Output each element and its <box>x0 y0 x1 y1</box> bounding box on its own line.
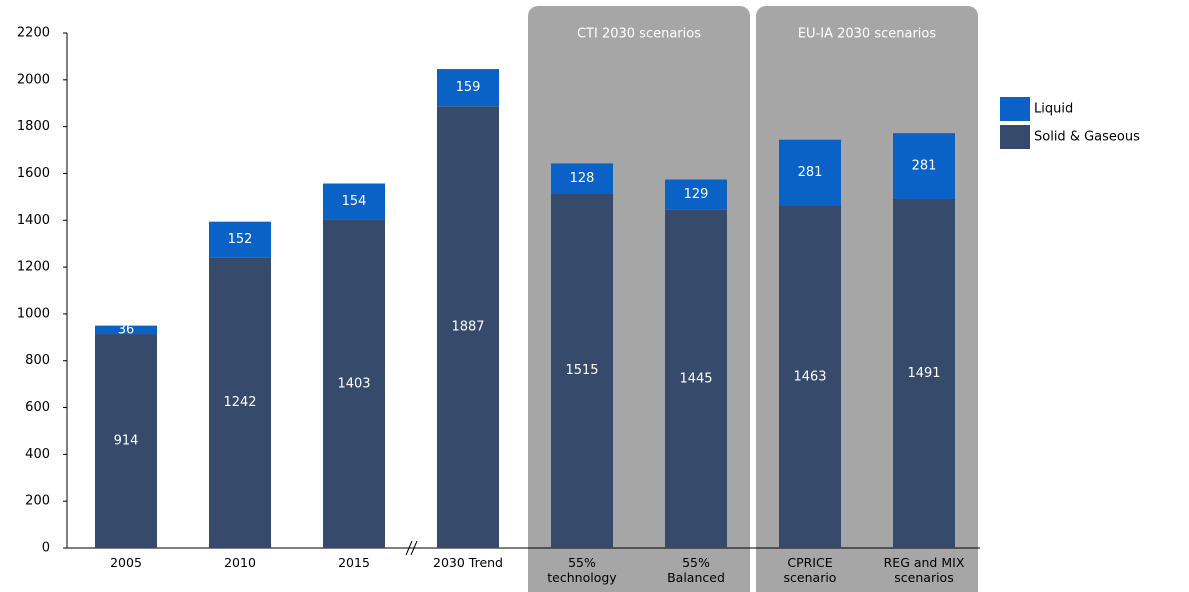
y-tick-label: 1400 <box>17 213 50 228</box>
bar-segment <box>665 179 727 210</box>
bar-segment <box>893 133 955 199</box>
data-label: 154 <box>342 194 367 209</box>
bar-segment <box>323 219 385 549</box>
data-label: 281 <box>912 159 937 174</box>
x-tick-label: 2030 Trend <box>433 555 503 570</box>
y-tick-label: 2200 <box>17 26 50 41</box>
y-tick-label: 1000 <box>17 306 50 321</box>
x-tick-label: 2010 <box>224 555 256 570</box>
bar-segment <box>209 221 271 258</box>
y-tick-label: 800 <box>25 353 50 368</box>
data-label: 129 <box>684 187 709 202</box>
bar-segment <box>209 257 271 548</box>
data-label: 1491 <box>907 366 940 381</box>
y-tick-label: 400 <box>25 447 50 462</box>
bar-segment <box>95 325 157 335</box>
bar-segment <box>779 205 841 548</box>
bar-segment <box>323 183 385 220</box>
group-label: EU-IA 2030 scenarios <box>798 27 937 42</box>
data-label: 128 <box>570 171 595 186</box>
data-label: 1403 <box>337 376 370 391</box>
x-tick-label: CPRICE scenario <box>783 555 837 585</box>
legend-swatch <box>1000 125 1030 149</box>
x-tick-label: 2015 <box>338 555 370 570</box>
data-label: 1463 <box>793 369 826 384</box>
legend-label: Liquid <box>1034 102 1073 117</box>
group-label: CTI 2030 scenarios <box>577 27 701 42</box>
bar-segment <box>437 69 499 107</box>
data-label: 1515 <box>565 363 598 378</box>
y-tick-label: 1600 <box>17 166 50 181</box>
legend-swatch <box>1000 97 1030 121</box>
data-label: 152 <box>228 232 253 247</box>
data-label: 1445 <box>679 371 712 386</box>
x-tick-label: 55% technology <box>547 555 617 585</box>
data-label: 281 <box>798 165 823 180</box>
bar-segment <box>665 209 727 548</box>
data-label: 914 <box>114 434 139 449</box>
y-tick-label: 0 <box>42 541 50 556</box>
bar-segment <box>893 198 955 548</box>
data-label: 36 <box>118 322 135 337</box>
bar-segment <box>779 139 841 206</box>
y-tick-label: 600 <box>25 400 50 415</box>
data-label: 1887 <box>451 320 484 335</box>
y-tick-label: 200 <box>25 494 50 509</box>
x-tick-label: 55% Balanced <box>667 555 725 585</box>
bar-segment <box>551 163 613 194</box>
bar-segment <box>437 106 499 549</box>
bar-segment <box>551 193 613 548</box>
y-tick-label: 1800 <box>17 119 50 134</box>
data-label: 159 <box>456 80 481 95</box>
x-tick-label: REG and MIX scenarios <box>883 555 965 585</box>
legend-label: Solid & Gaseous <box>1034 130 1140 145</box>
x-tick-label: 2005 <box>110 555 142 570</box>
y-tick-label: 1200 <box>17 260 50 275</box>
bar-segment <box>95 334 157 548</box>
y-tick-label: 2000 <box>17 72 50 87</box>
data-label: 1242 <box>223 395 256 410</box>
